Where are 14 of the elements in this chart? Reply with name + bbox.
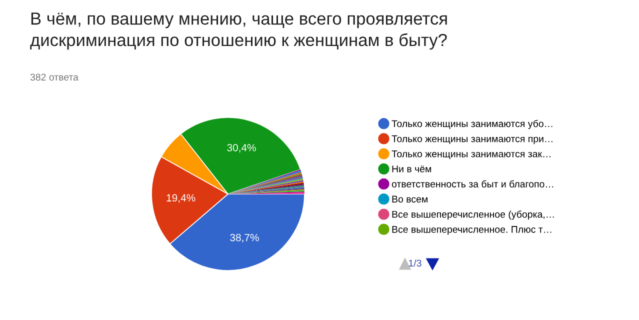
legend-label: ответственность за быт и благопо…	[392, 180, 554, 188]
legend-label: Ни в чём	[392, 166, 432, 172]
data-label: 19,4%	[166, 194, 196, 203]
data-label: 38,7%	[230, 234, 259, 242]
text: 1/3	[408, 259, 422, 267]
legend-label: Только женщины занимаются зак…	[392, 150, 550, 160]
chart-title: В чём, по вашему мнению, чаще всего проявляется дискриминация по отношению к женщинам в быту?	[30, 12, 447, 50]
legend-label: Все вышеперечисленное. Плюс т…	[392, 226, 552, 235]
text: 382 ответа	[30, 74, 78, 81]
data-label: 30,4%	[227, 144, 256, 153]
legend-label: Все вышеперечисленное (уборка,…	[392, 210, 554, 220]
legend-label: Только женщины занимаются при…	[392, 135, 552, 144]
legend-label: Во всем	[392, 196, 428, 203]
legend-label: Только женщины занимаются убо…	[392, 120, 552, 130]
